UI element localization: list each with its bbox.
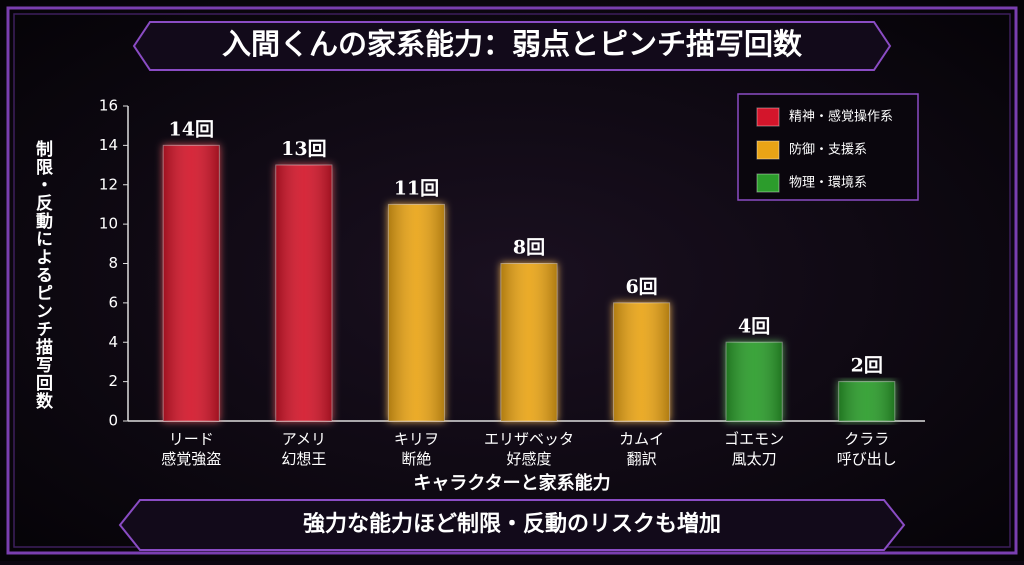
bar-shade (163, 145, 220, 421)
y-tick-label: 8 (108, 254, 118, 272)
y-axis-label: 制限・反動によるピンチ描写回数 (32, 140, 52, 410)
x-tick-label: 感覚強盗 (161, 450, 221, 468)
value-label: 2回 (851, 355, 883, 377)
value-label: 14回 (169, 118, 214, 140)
x-tick-label: 風太刀 (732, 450, 777, 468)
annotation: 強力な能力ほど制限・反動のリスクも増加 (303, 511, 721, 537)
y-tick-label: 6 (108, 293, 118, 311)
y-tick-label: 12 (99, 175, 118, 193)
x-tick-label: カムイ (619, 430, 664, 448)
x-tick-label: キリヲ (394, 430, 439, 448)
x-tick-label: 断絶 (401, 450, 431, 468)
y-tick-label: 2 (108, 372, 118, 390)
value-label: 13回 (281, 138, 326, 160)
x-tick-label: 呼び出し (837, 450, 897, 468)
y-tick-label: 4 (108, 333, 118, 351)
x-tick-label: リード (169, 430, 214, 448)
x-tick-label: アメリ (282, 430, 326, 448)
x-tick-label: 翻訳 (627, 450, 657, 468)
value-label: 4回 (738, 315, 770, 337)
bar-shade (613, 302, 670, 421)
value-label: 6回 (625, 276, 657, 298)
legend-label: 精神・感覚操作系 (789, 109, 893, 125)
value-label: 11回 (394, 177, 439, 199)
annotation-banner (118, 499, 906, 551)
bar-shade (275, 165, 332, 421)
legend-swatch (756, 140, 780, 160)
x-tick-label: ゴエモン (724, 430, 784, 448)
x-tick-label: クララ (844, 430, 889, 448)
y-tick-label: 14 (99, 136, 118, 154)
y-tick-label: 16 (99, 97, 118, 115)
bar-shade (838, 381, 895, 421)
x-tick-label: エリザベッタ (484, 430, 574, 448)
legend-label: 物理・環境系 (789, 176, 867, 191)
chart-title: 入間くんの家系能力：弱点とピンチ描写回数 (222, 27, 803, 61)
legend-swatch (756, 107, 780, 127)
value-label: 8回 (513, 237, 545, 259)
legend-label: 防御・支援系 (789, 142, 867, 158)
x-tick-label: 好感度 (506, 450, 551, 468)
y-tick-label: 10 (99, 215, 118, 233)
title-banner (132, 21, 892, 71)
y-tick-label: 0 (108, 412, 118, 430)
legend-swatch (756, 173, 780, 193)
bar-shade (726, 342, 783, 421)
x-tick-label: 幻想王 (281, 450, 326, 468)
bar-shade (388, 204, 445, 421)
frame (6, 6, 1018, 555)
x-axis-label: キャラクターと家系能力 (413, 472, 610, 494)
bar-shade (501, 263, 557, 421)
